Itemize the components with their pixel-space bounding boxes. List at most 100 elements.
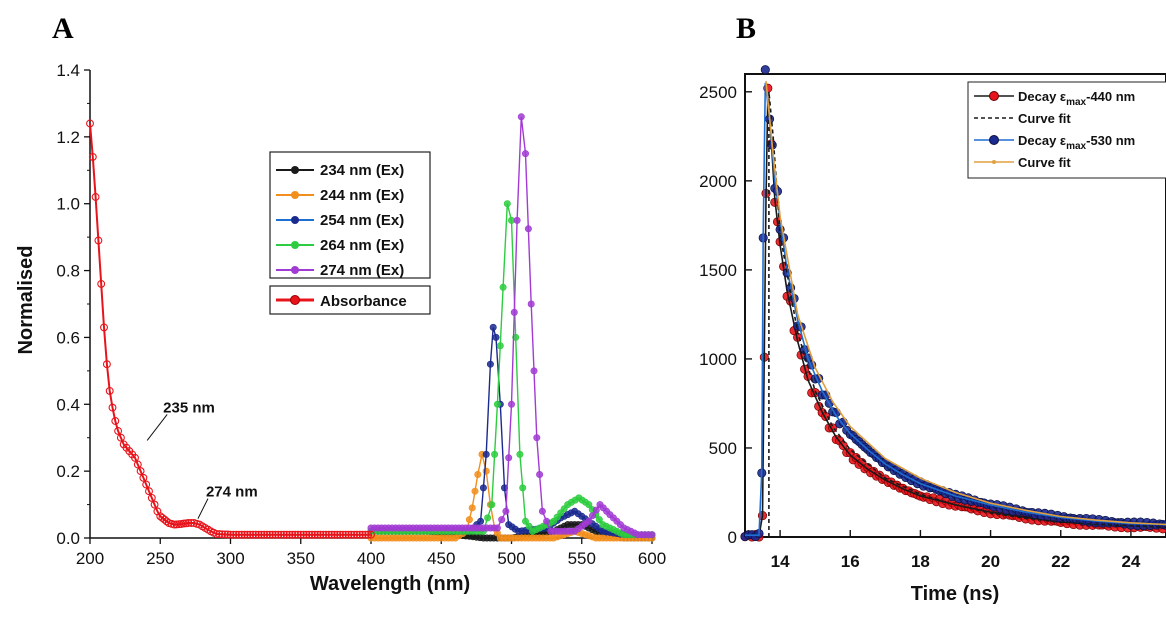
point-274-nm-ex: [588, 512, 596, 520]
point-absorbance: [268, 530, 277, 539]
point-absorbance: [184, 519, 193, 527]
point-absorbance: [265, 530, 274, 539]
point-244-nm-ex: [471, 487, 479, 495]
series-decay-max-530-nm-2: [740, 65, 1166, 542]
point-254-nm-ex: [477, 517, 485, 525]
x-tick-label-a: 500: [497, 549, 525, 568]
point-274-nm-ex: [527, 300, 535, 308]
point-absorbance: [364, 530, 373, 539]
point-absorbance: [277, 530, 286, 539]
point-264-nm-ex: [499, 283, 507, 291]
point-absorbance: [347, 530, 356, 539]
point-absorbance: [350, 530, 359, 539]
y-tick-label-b: 2000: [699, 172, 737, 191]
point-absorbance: [257, 530, 266, 539]
point-decay-max-530-nm: [760, 65, 770, 75]
point-absorbance: [316, 530, 325, 539]
point-absorbance: [251, 530, 260, 539]
point-absorbance: [288, 530, 297, 539]
y-tick-label-a: 0.2: [56, 462, 80, 481]
legend-label-244-nm-ex: 244 nm (Ex): [320, 187, 404, 204]
point-244-nm-ex: [465, 516, 473, 524]
point-264-nm-ex: [585, 501, 593, 509]
point-274-nm-ex: [502, 507, 510, 515]
point-absorbance: [355, 530, 364, 539]
point-absorbance: [91, 193, 100, 201]
point-264-nm-ex: [491, 450, 499, 458]
point-274-nm-ex: [493, 524, 501, 532]
x-tick-label-a: 300: [216, 549, 244, 568]
point-absorbance: [352, 530, 361, 539]
point-absorbance: [212, 530, 221, 538]
y-tick-label-b: 500: [709, 439, 737, 458]
y-tick-label-a: 0.8: [56, 262, 80, 281]
point-254-nm-ex: [489, 323, 497, 331]
point-absorbance: [114, 427, 123, 435]
point-absorbance: [131, 453, 139, 462]
x-axis-title-a: Wavelength (nm): [310, 573, 470, 595]
point-absorbance: [162, 517, 171, 526]
point-244-nm-ex: [474, 470, 482, 478]
x-tick-label-a: 250: [146, 549, 174, 568]
point-absorbance: [263, 530, 271, 539]
point-absorbance: [279, 530, 288, 539]
point-absorbance: [302, 530, 311, 539]
point-absorbance: [308, 530, 316, 539]
line-decay-max-530-nm: [745, 82, 1166, 536]
point-274-nm-ex: [592, 506, 600, 514]
point-absorbance: [102, 360, 111, 369]
y-tick-label-a: 1.2: [56, 128, 80, 147]
legend-fit2-marker: [992, 160, 996, 164]
point-absorbance: [305, 530, 314, 539]
point-absorbance: [249, 530, 257, 539]
y-tick-label-a: 1.4: [56, 61, 80, 80]
legend-b: Decay εmax-440 nm Curve fit Decay εmax-5…: [967, 81, 1166, 179]
y-tick-label-a: 0.0: [56, 529, 80, 548]
x-tick-label-b: 16: [841, 552, 860, 571]
point-absorbance: [237, 530, 246, 539]
point-264-nm-ex: [496, 342, 504, 350]
plot-frame-b: [744, 73, 1166, 538]
point-absorbance: [215, 530, 224, 539]
chart-panel-b: 0 500 1000 1500 2000 2500 14 16 18 20 22 24 Time (n…: [699, 65, 1166, 605]
x-axis-title-b: Time (ns): [911, 583, 1000, 605]
point-absorbance: [88, 152, 97, 161]
y-tick-label-a: 0.4: [56, 395, 80, 414]
x-tick-label-a: 400: [357, 549, 385, 568]
point-absorbance: [147, 493, 156, 502]
point-absorbance: [296, 530, 305, 539]
point-274-nm-ex: [507, 400, 515, 408]
legend-marker-274-nm-ex: [291, 266, 299, 274]
point-absorbance: [333, 530, 342, 539]
legend-marker-264-nm-ex: [291, 241, 299, 249]
point-absorbance: [327, 530, 336, 539]
point-absorbance: [246, 530, 255, 539]
chart-panel-a: 0.0 0.2 0.4 0.6 0.8 1.0 1.2 1.4 200 250 300 350 400 4…: [15, 61, 666, 595]
point-244-nm-ex: [468, 504, 476, 512]
legend-label-234-nm-ex: 234 nm (Ex): [320, 162, 404, 179]
point-absorbance: [240, 530, 249, 539]
point-absorbance: [116, 433, 125, 442]
point-absorbance: [285, 530, 294, 539]
x-tick-label-b: 24: [1121, 552, 1140, 571]
legend-fit1-label: Curve fit: [1018, 111, 1071, 126]
point-absorbance: [299, 530, 308, 539]
series-absorbance: [86, 119, 375, 539]
y-tick-label-b: 2500: [699, 83, 737, 102]
x-tick-label-b: 14: [771, 552, 790, 571]
annotation-arrow-235: [146, 414, 168, 441]
point-254-nm-ex: [486, 360, 494, 368]
point-274-nm-ex: [533, 434, 541, 442]
x-tick-label-b: 22: [1051, 552, 1070, 571]
legend-absorbance-marker: [290, 295, 300, 305]
point-264-nm-ex: [484, 514, 492, 522]
y-tick-label-b: 1500: [699, 261, 737, 280]
legend-label-254-nm-ex: 254 nm (Ex): [320, 212, 404, 229]
series-274-nm-ex: [367, 113, 656, 539]
x-tick-label-a: 200: [76, 549, 104, 568]
legend-absorbance-label: Absorbance: [320, 293, 407, 310]
point-absorbance: [293, 530, 302, 539]
point-264-nm-ex: [488, 501, 496, 509]
line-decay-max-440-nm: [745, 97, 1166, 537]
